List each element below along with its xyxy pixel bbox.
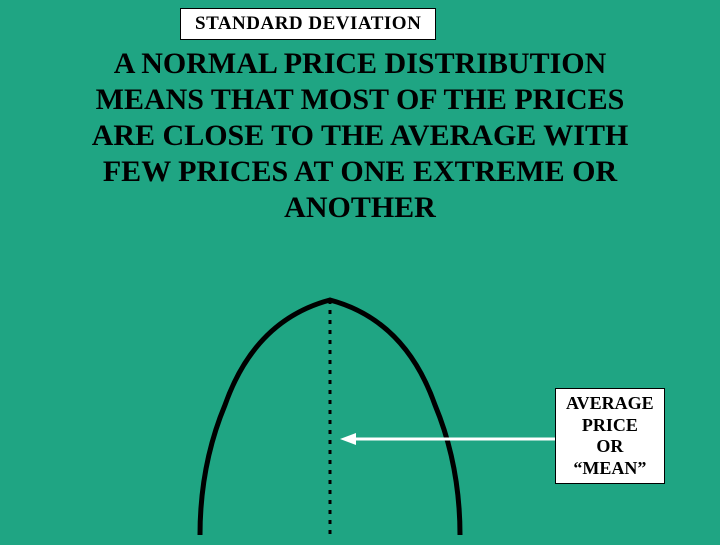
arrow-pointer (340, 432, 555, 444)
arrow-head (340, 433, 356, 445)
label-line-1: AVERAGE (566, 393, 654, 415)
title-box: STANDARD DEVIATION (180, 8, 436, 40)
bell-curve-path (200, 300, 460, 535)
bell-curve-diagram (175, 285, 485, 535)
title-text: STANDARD DEVIATION (195, 13, 421, 34)
label-line-3: OR (566, 436, 654, 458)
main-description: A NORMAL PRICE DISTRIBUTION MEANS THAT M… (70, 46, 650, 226)
label-line-2: PRICE (566, 415, 654, 437)
bell-curve-svg (175, 285, 485, 540)
arrow-svg (340, 433, 555, 445)
label-line-4: “MEAN” (566, 458, 654, 480)
mean-label-box: AVERAGE PRICE OR “MEAN” (555, 388, 665, 484)
